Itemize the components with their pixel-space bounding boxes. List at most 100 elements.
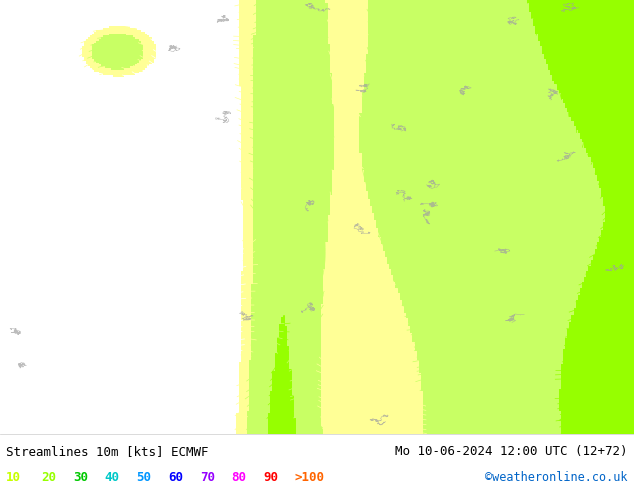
FancyArrowPatch shape bbox=[488, 310, 491, 312]
FancyArrowPatch shape bbox=[232, 89, 234, 91]
FancyArrowPatch shape bbox=[560, 38, 563, 40]
FancyArrowPatch shape bbox=[243, 236, 246, 239]
FancyArrowPatch shape bbox=[57, 207, 59, 210]
FancyArrowPatch shape bbox=[119, 74, 122, 76]
FancyArrowPatch shape bbox=[105, 165, 108, 167]
FancyArrowPatch shape bbox=[340, 129, 342, 132]
FancyArrowPatch shape bbox=[302, 245, 304, 247]
FancyArrowPatch shape bbox=[517, 372, 521, 375]
FancyArrowPatch shape bbox=[157, 357, 159, 359]
FancyArrowPatch shape bbox=[18, 372, 20, 375]
FancyArrowPatch shape bbox=[474, 118, 476, 120]
FancyArrowPatch shape bbox=[181, 416, 183, 418]
FancyArrowPatch shape bbox=[321, 294, 323, 296]
FancyArrowPatch shape bbox=[302, 409, 306, 411]
FancyArrowPatch shape bbox=[493, 67, 496, 69]
FancyArrowPatch shape bbox=[592, 59, 594, 61]
FancyArrowPatch shape bbox=[8, 323, 10, 326]
FancyArrowPatch shape bbox=[448, 48, 450, 50]
FancyArrowPatch shape bbox=[505, 263, 508, 265]
FancyArrowPatch shape bbox=[458, 327, 461, 329]
FancyArrowPatch shape bbox=[150, 216, 153, 218]
Text: 90: 90 bbox=[263, 471, 278, 484]
FancyArrowPatch shape bbox=[57, 403, 60, 405]
FancyArrowPatch shape bbox=[557, 414, 560, 416]
FancyArrowPatch shape bbox=[438, 409, 441, 411]
FancyArrowPatch shape bbox=[444, 181, 446, 184]
FancyArrowPatch shape bbox=[331, 403, 333, 406]
FancyArrowPatch shape bbox=[504, 428, 507, 430]
FancyArrowPatch shape bbox=[256, 147, 258, 150]
FancyArrowPatch shape bbox=[489, 419, 491, 421]
FancyArrowPatch shape bbox=[419, 299, 422, 301]
FancyArrowPatch shape bbox=[526, 269, 529, 271]
FancyArrowPatch shape bbox=[535, 246, 538, 248]
FancyArrowPatch shape bbox=[51, 120, 53, 122]
FancyArrowPatch shape bbox=[162, 219, 164, 221]
FancyArrowPatch shape bbox=[545, 55, 547, 57]
FancyArrowPatch shape bbox=[456, 100, 458, 102]
FancyArrowPatch shape bbox=[95, 351, 98, 353]
FancyArrowPatch shape bbox=[570, 42, 572, 44]
FancyArrowPatch shape bbox=[428, 387, 430, 389]
FancyArrowPatch shape bbox=[568, 335, 571, 337]
FancyArrowPatch shape bbox=[494, 199, 497, 201]
FancyArrowPatch shape bbox=[136, 295, 139, 298]
FancyArrowPatch shape bbox=[526, 347, 528, 349]
FancyArrowPatch shape bbox=[291, 67, 294, 69]
FancyArrowPatch shape bbox=[517, 416, 519, 418]
FancyArrowPatch shape bbox=[318, 236, 320, 238]
FancyArrowPatch shape bbox=[133, 165, 135, 168]
FancyArrowPatch shape bbox=[150, 410, 153, 412]
FancyArrowPatch shape bbox=[403, 221, 404, 224]
FancyArrowPatch shape bbox=[153, 237, 156, 239]
FancyArrowPatch shape bbox=[494, 45, 496, 48]
FancyArrowPatch shape bbox=[204, 85, 206, 87]
FancyArrowPatch shape bbox=[186, 400, 189, 403]
FancyArrowPatch shape bbox=[48, 174, 50, 177]
Text: Mo 10-06-2024 12:00 UTC (12+72): Mo 10-06-2024 12:00 UTC (12+72) bbox=[395, 445, 628, 458]
FancyArrowPatch shape bbox=[503, 124, 505, 127]
FancyArrowPatch shape bbox=[545, 72, 547, 74]
FancyArrowPatch shape bbox=[333, 372, 337, 374]
FancyArrowPatch shape bbox=[209, 244, 211, 247]
FancyArrowPatch shape bbox=[26, 15, 28, 17]
FancyArrowPatch shape bbox=[579, 41, 581, 43]
FancyArrowPatch shape bbox=[488, 224, 490, 226]
FancyArrowPatch shape bbox=[148, 161, 150, 163]
FancyArrowPatch shape bbox=[262, 43, 265, 45]
FancyArrowPatch shape bbox=[421, 373, 424, 375]
FancyArrowPatch shape bbox=[175, 262, 177, 265]
FancyArrowPatch shape bbox=[56, 40, 58, 43]
FancyArrowPatch shape bbox=[531, 18, 533, 21]
FancyArrowPatch shape bbox=[427, 414, 429, 416]
FancyArrowPatch shape bbox=[273, 171, 276, 173]
FancyArrowPatch shape bbox=[243, 64, 245, 67]
FancyArrowPatch shape bbox=[19, 93, 22, 96]
FancyArrowPatch shape bbox=[280, 229, 282, 232]
FancyArrowPatch shape bbox=[582, 370, 585, 372]
FancyArrowPatch shape bbox=[280, 13, 283, 15]
FancyArrowPatch shape bbox=[574, 422, 577, 424]
FancyArrowPatch shape bbox=[500, 284, 503, 286]
FancyArrowPatch shape bbox=[118, 78, 121, 80]
FancyArrowPatch shape bbox=[607, 55, 609, 57]
FancyArrowPatch shape bbox=[97, 96, 99, 98]
FancyArrowPatch shape bbox=[80, 406, 82, 408]
Text: 80: 80 bbox=[231, 471, 247, 484]
FancyArrowPatch shape bbox=[133, 241, 136, 243]
FancyArrowPatch shape bbox=[425, 64, 428, 67]
FancyArrowPatch shape bbox=[579, 170, 581, 172]
FancyArrowPatch shape bbox=[15, 380, 16, 382]
Text: 40: 40 bbox=[105, 471, 120, 484]
FancyArrowPatch shape bbox=[65, 132, 67, 134]
FancyArrowPatch shape bbox=[466, 396, 468, 399]
FancyArrowPatch shape bbox=[247, 128, 250, 130]
FancyArrowPatch shape bbox=[309, 386, 311, 388]
FancyArrowPatch shape bbox=[488, 297, 490, 299]
FancyArrowPatch shape bbox=[159, 211, 161, 213]
FancyArrowPatch shape bbox=[39, 205, 42, 207]
FancyArrowPatch shape bbox=[597, 421, 600, 423]
FancyArrowPatch shape bbox=[138, 341, 141, 343]
FancyArrowPatch shape bbox=[272, 240, 274, 243]
